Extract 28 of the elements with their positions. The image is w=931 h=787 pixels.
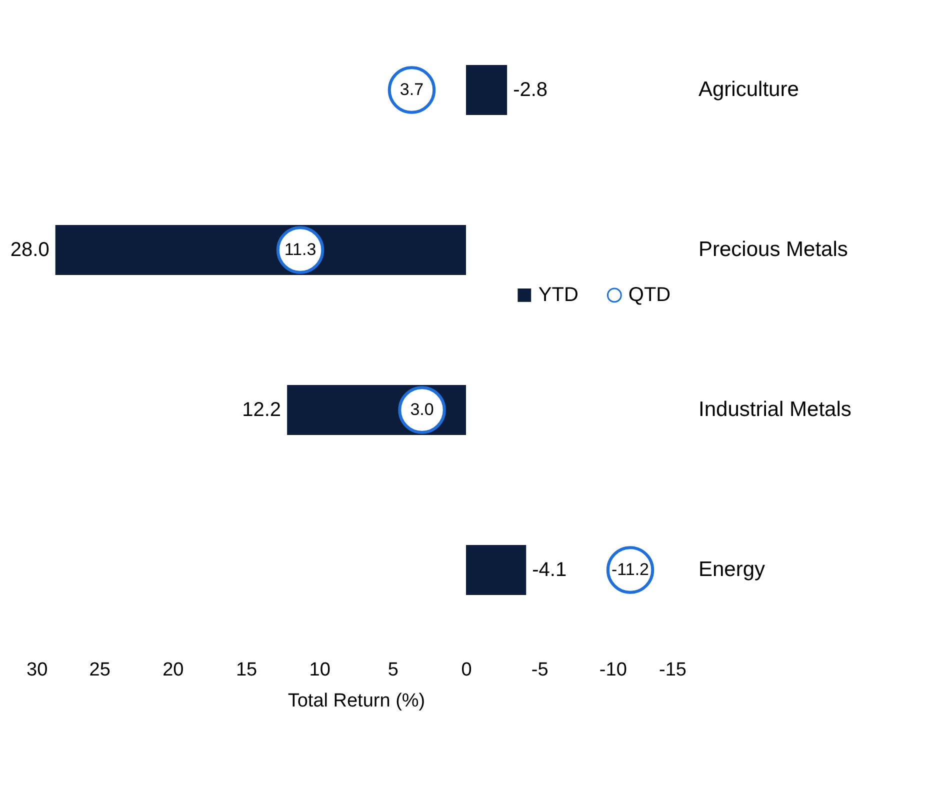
data-label: 3.7 (400, 80, 424, 99)
x-axis-title: Total Return (%) (288, 690, 426, 712)
x-tick-label: 15 (236, 660, 258, 680)
data-label: 3.0 (410, 400, 434, 419)
y-tick-label: Industrial Metals (698, 398, 852, 421)
data-label: 11.3 (284, 240, 316, 259)
x-tick-label: -5 (531, 660, 548, 680)
legend-label: QTD (628, 284, 671, 306)
bar (55, 225, 466, 275)
data-label: -4.1 (532, 559, 567, 581)
x-tick-label: 30 (26, 660, 48, 680)
data-label: -11.2 (612, 560, 650, 579)
data-label: -2.8 (513, 79, 548, 101)
x-tick-label: 20 (162, 660, 184, 680)
data-label: 12.2 (242, 399, 282, 421)
x-tick-label: 10 (309, 660, 330, 680)
y-tick-label: Agriculture (698, 78, 799, 101)
x-tick-label: 5 (388, 660, 398, 680)
x-tick-label: -15 (659, 660, 686, 680)
data-label: 28.0 (10, 239, 50, 261)
bar (466, 65, 508, 115)
y-tick-label: Energy (698, 558, 766, 581)
x-tick-label: 0 (461, 660, 472, 680)
legend-label: YTD (538, 284, 578, 306)
bar (466, 545, 526, 595)
y-tick-label: Precious Metals (698, 238, 848, 261)
x-tick-label: 25 (89, 660, 110, 680)
x-tick-label: -10 (599, 660, 627, 680)
